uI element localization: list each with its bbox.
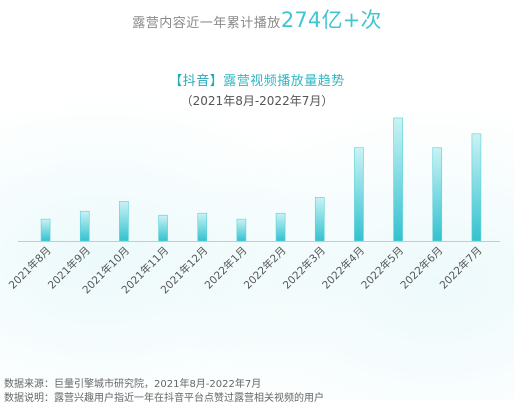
bar-10: [393, 117, 403, 242]
footnote-note: 数据说明：露营兴趣用户指近一年在抖音平台点赞过露营相关视频的用户: [4, 393, 324, 404]
x-tick-label-12: 2022年7月: [437, 244, 485, 292]
chart-title-text: 露营视频播放量趋势: [223, 74, 345, 89]
bar-6: [236, 218, 247, 242]
bar-12: [471, 133, 482, 242]
headline-highlight: 274亿+次: [280, 8, 382, 32]
bar-1: [40, 218, 51, 242]
bar-9: [354, 147, 364, 242]
headline: 露营内容近一年累计播放274亿+次: [0, 4, 514, 34]
chart-title-platform: 【抖音】: [169, 74, 224, 89]
bar-2: [79, 210, 90, 242]
bar-11: [432, 147, 443, 242]
bar-5: [197, 212, 208, 242]
chart-title: 【抖音】露营视频播放量趋势: [0, 70, 514, 89]
headline-lead: 露营内容近一年累计播放: [132, 16, 281, 31]
footnote-source: 数据来源：巨量引擎城市研究院，2021年8月-2022年7月: [4, 379, 262, 390]
bar-8: [314, 197, 325, 242]
bar-7: [275, 212, 286, 242]
chart-subtitle: （2021年8月-2022年7月）: [180, 94, 334, 108]
bar-4: [158, 214, 168, 242]
bar-3: [119, 201, 129, 242]
